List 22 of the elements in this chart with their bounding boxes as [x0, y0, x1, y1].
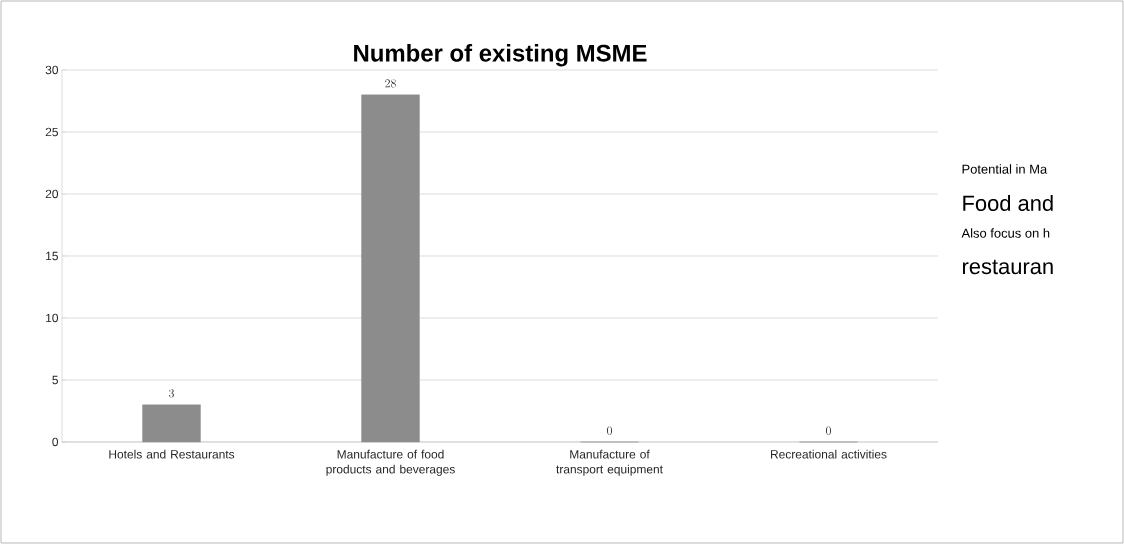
text: Also focus on h: [961, 228, 1050, 238]
y-tick-label: 0: [52, 437, 59, 447]
text: Potential in Ma: [962, 164, 1048, 174]
text: restauran: [962, 259, 1053, 275]
y-tick-label: 5: [52, 375, 58, 385]
y-tick-label: 20: [45, 189, 59, 199]
y-tick-label: 25: [45, 127, 58, 137]
y-tick-label: 10: [46, 313, 59, 323]
text: Food and: [963, 194, 1053, 212]
y-tick-label: 15: [46, 251, 58, 261]
bar: [361, 94, 420, 443]
chart-title: Number of existing MSME: [354, 44, 647, 67]
data-label: 3: [169, 389, 174, 398]
x-tick-label: Manufacture of transport equipment: [556, 449, 663, 476]
data-label: 0: [826, 426, 831, 435]
x-tick-label: Manufacture of food products and beverages: [326, 449, 455, 476]
data-label: 0: [607, 426, 612, 435]
y-tick-label: 30: [45, 65, 59, 75]
data-label: 28: [385, 79, 396, 88]
bar: [142, 404, 201, 443]
x-tick-label: Recreational activities: [771, 449, 887, 459]
x-tick-label: Hotels and Restaurants: [109, 449, 235, 459]
